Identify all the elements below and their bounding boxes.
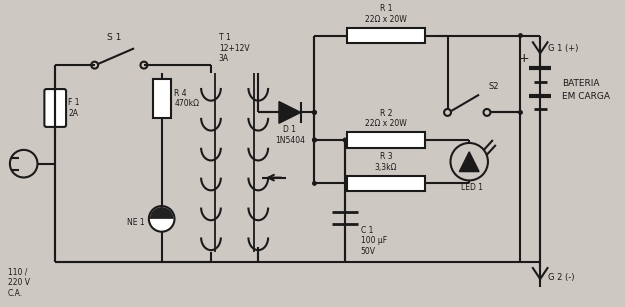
- Text: 110 /
220 V
C.A.: 110 / 220 V C.A.: [8, 267, 30, 298]
- Text: R 2
22Ω x 20W: R 2 22Ω x 20W: [365, 109, 407, 128]
- Text: S2: S2: [489, 82, 499, 91]
- Text: T 1
12+12V
3A: T 1 12+12V 3A: [219, 33, 249, 63]
- Text: R 4
470kΩ: R 4 470kΩ: [174, 89, 199, 108]
- Wedge shape: [150, 207, 174, 219]
- Text: NE 1: NE 1: [127, 218, 145, 227]
- Circle shape: [10, 150, 38, 177]
- Text: F 1
2A: F 1 2A: [68, 98, 79, 118]
- Circle shape: [518, 110, 523, 115]
- Text: C 1
100 μF
50V: C 1 100 μF 50V: [361, 226, 387, 255]
- Circle shape: [484, 109, 491, 116]
- Polygon shape: [459, 152, 479, 172]
- Circle shape: [141, 62, 148, 68]
- Text: BATERIA
EM CARGA: BATERIA EM CARGA: [562, 79, 610, 100]
- Text: G 2 (-): G 2 (-): [548, 273, 574, 282]
- Circle shape: [91, 62, 98, 68]
- Circle shape: [312, 110, 317, 115]
- Circle shape: [342, 138, 348, 142]
- Bar: [347, 28, 425, 43]
- Text: S 1: S 1: [107, 33, 121, 42]
- Text: R 1
22Ω x 20W: R 1 22Ω x 20W: [365, 4, 407, 24]
- Polygon shape: [279, 102, 301, 123]
- Text: G 1 (+): G 1 (+): [548, 44, 579, 53]
- Circle shape: [451, 143, 488, 181]
- FancyBboxPatch shape: [44, 89, 66, 127]
- Circle shape: [518, 33, 523, 38]
- Text: D 1
1N5404: D 1 1N5404: [275, 125, 305, 145]
- Circle shape: [312, 138, 317, 142]
- Circle shape: [444, 109, 451, 116]
- Bar: [347, 132, 425, 148]
- Bar: [347, 176, 425, 191]
- Circle shape: [312, 181, 317, 186]
- Bar: [152, 79, 171, 118]
- Circle shape: [312, 110, 317, 115]
- Text: R 3
3,3kΩ: R 3 3,3kΩ: [374, 152, 397, 172]
- Circle shape: [149, 206, 174, 232]
- Text: +: +: [519, 52, 530, 65]
- Circle shape: [312, 138, 317, 142]
- Text: LED 1: LED 1: [461, 183, 483, 192]
